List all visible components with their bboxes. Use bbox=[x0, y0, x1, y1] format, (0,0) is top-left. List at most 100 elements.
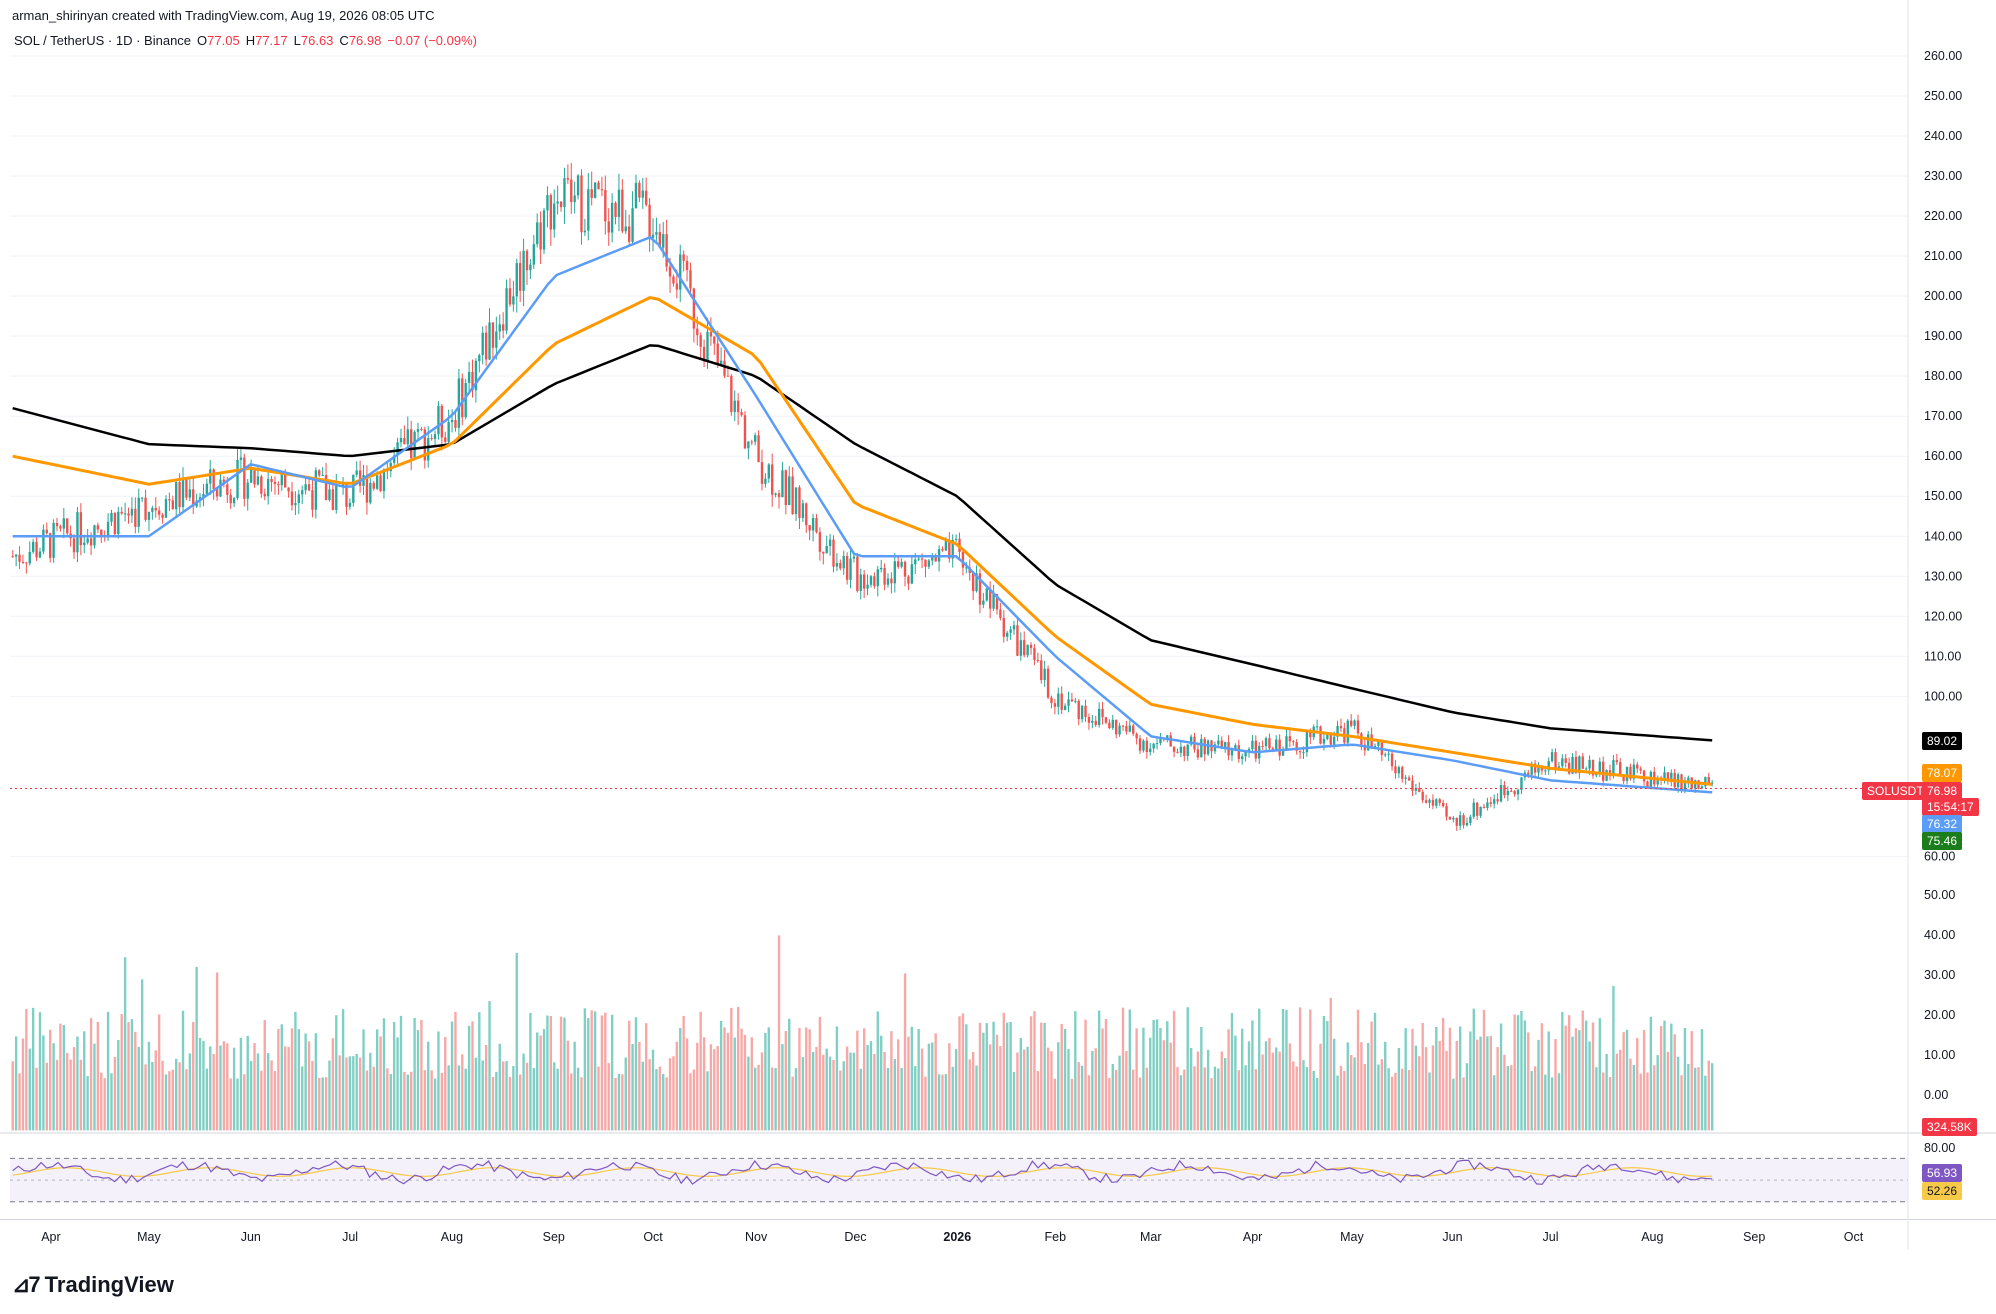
volume-bar bbox=[553, 1062, 556, 1131]
volume-bar bbox=[106, 1011, 110, 1131]
volume-bar bbox=[331, 1038, 335, 1131]
candle-body bbox=[38, 551, 42, 558]
volume-bar bbox=[1223, 1058, 1227, 1131]
candle-body bbox=[1179, 746, 1183, 753]
candle-body bbox=[157, 510, 161, 515]
volume-bar bbox=[590, 1010, 593, 1131]
volume-bar bbox=[1057, 1042, 1060, 1131]
volume-bar bbox=[1424, 1047, 1428, 1131]
candle-body bbox=[18, 554, 21, 562]
volume-bar bbox=[1659, 1026, 1663, 1131]
volume-bar bbox=[1435, 1026, 1438, 1131]
volume-bar bbox=[1527, 1032, 1530, 1131]
volume-bar bbox=[1196, 1051, 1200, 1131]
candle-body bbox=[1414, 788, 1418, 791]
volume-bar bbox=[260, 1070, 263, 1131]
volume-bar bbox=[1172, 1010, 1176, 1131]
brand-name: TradingView bbox=[44, 1272, 174, 1297]
volume-bar bbox=[648, 1059, 651, 1131]
volume-bar bbox=[1063, 1028, 1067, 1131]
candle-body bbox=[416, 429, 420, 432]
candle-body bbox=[1261, 745, 1264, 747]
volume-bar bbox=[1097, 1010, 1101, 1131]
volume-bar bbox=[140, 979, 144, 1131]
volume-bar bbox=[379, 1036, 382, 1131]
candle-body bbox=[822, 551, 825, 554]
candle-body bbox=[1428, 799, 1431, 803]
candle-body bbox=[127, 513, 130, 516]
candle-body bbox=[1578, 756, 1581, 773]
candle-body bbox=[1315, 726, 1319, 728]
candle-body bbox=[1251, 740, 1254, 750]
volume-bar bbox=[515, 952, 518, 1131]
volume-bar bbox=[1693, 1067, 1697, 1131]
candle-body bbox=[992, 594, 995, 609]
time-tick-label: Oct bbox=[643, 1230, 663, 1244]
candle-body bbox=[1554, 752, 1557, 768]
volume-bar bbox=[852, 1052, 856, 1131]
candle-body bbox=[1445, 806, 1448, 817]
candle-body bbox=[1149, 748, 1152, 752]
volume-bar bbox=[716, 1045, 719, 1131]
candle-body bbox=[1319, 726, 1322, 744]
candle-body bbox=[546, 195, 549, 211]
candle-body bbox=[154, 507, 157, 511]
candle-body bbox=[886, 578, 890, 585]
candle-body bbox=[1567, 762, 1571, 774]
candle-body bbox=[467, 371, 471, 383]
price-tick-label: 240.00 bbox=[1924, 129, 1962, 143]
rsi-line bbox=[12, 1159, 1713, 1185]
candle-body bbox=[948, 540, 951, 559]
candle-body bbox=[1241, 756, 1244, 759]
candle-body bbox=[369, 482, 372, 503]
volume-bar bbox=[1016, 1052, 1019, 1131]
candle-body bbox=[1019, 640, 1023, 656]
volume-bar bbox=[791, 1076, 794, 1131]
candle-body bbox=[1642, 770, 1646, 782]
candle-body bbox=[563, 178, 566, 208]
tradingview-logo[interactable]: ⊿7 TradingView bbox=[12, 1272, 174, 1298]
candle-body bbox=[587, 189, 590, 231]
volume-bar bbox=[372, 1066, 375, 1131]
candle-body bbox=[219, 479, 222, 497]
volume-bar bbox=[144, 1064, 147, 1131]
volume-bar bbox=[1128, 1009, 1131, 1131]
volume-bar bbox=[682, 1015, 685, 1131]
candle-body bbox=[1309, 731, 1312, 738]
volume-bar bbox=[736, 1006, 740, 1131]
volume-bar bbox=[1155, 1019, 1159, 1131]
candle-body bbox=[21, 561, 25, 563]
volume-bar bbox=[1370, 1021, 1373, 1131]
volume-bar bbox=[1241, 1028, 1244, 1131]
price-tick-label: 230.00 bbox=[1924, 169, 1962, 183]
candle-body bbox=[1394, 766, 1397, 774]
time-tick-label: Apr bbox=[1243, 1230, 1262, 1244]
volume-bar bbox=[226, 1043, 229, 1131]
candle-body bbox=[151, 507, 154, 512]
candle-body bbox=[185, 478, 188, 498]
candle-body bbox=[1353, 720, 1356, 726]
volume-bar bbox=[665, 1077, 668, 1131]
candle-body bbox=[35, 541, 38, 558]
candle-body bbox=[685, 260, 689, 271]
volume-bar bbox=[1356, 1009, 1360, 1131]
candle-body bbox=[283, 472, 287, 488]
candle-body bbox=[120, 511, 123, 514]
volume-bar bbox=[1639, 1073, 1642, 1131]
candle-body bbox=[1305, 731, 1309, 753]
volume-bar bbox=[525, 1062, 529, 1131]
candle-body bbox=[934, 556, 937, 562]
candle-body bbox=[140, 497, 144, 499]
volume-bar bbox=[120, 1014, 123, 1131]
candle-body bbox=[1070, 699, 1074, 702]
candle-body bbox=[270, 479, 273, 482]
volume-bar bbox=[982, 1032, 985, 1131]
volume-tick-label: 40.00 bbox=[1924, 928, 1955, 942]
time-tick-label: Dec bbox=[844, 1230, 866, 1244]
candle-body bbox=[481, 332, 484, 356]
candle-body bbox=[161, 514, 164, 518]
volume-bar bbox=[808, 1029, 811, 1131]
volume-bar bbox=[1397, 1048, 1401, 1131]
candle-body bbox=[488, 322, 491, 360]
